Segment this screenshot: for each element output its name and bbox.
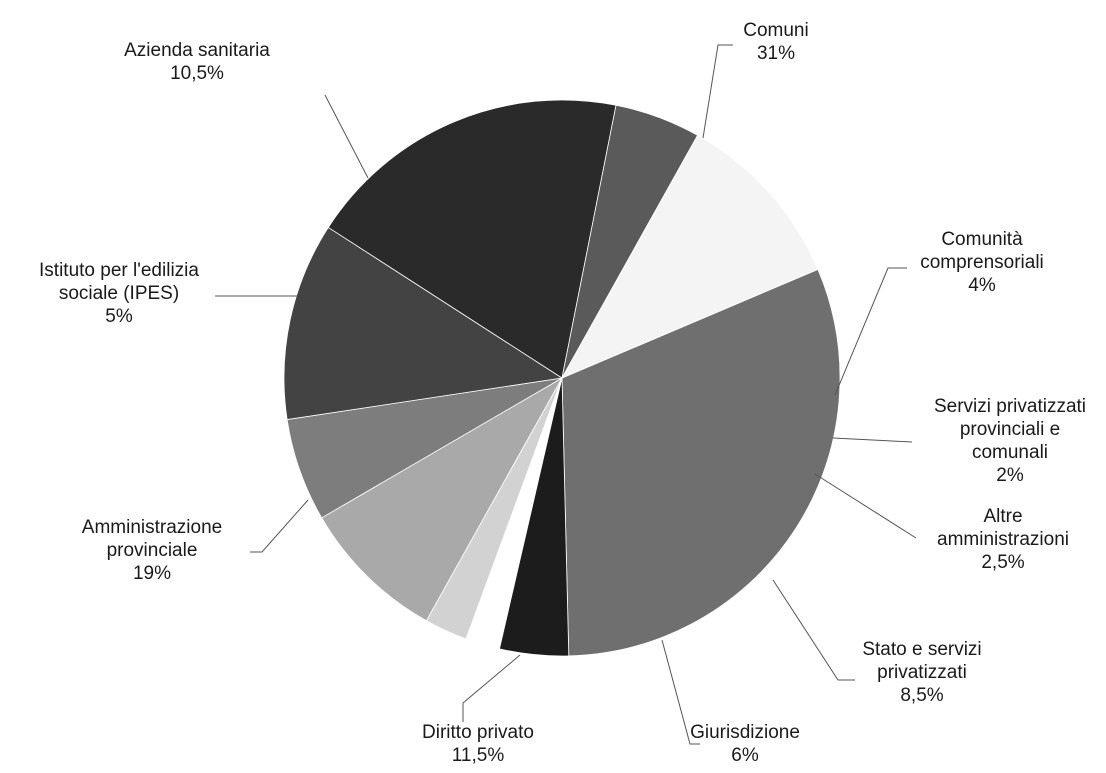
slice-name-label: provinciale: [107, 540, 198, 561]
slice-label-istituto-per-l-edilizia-sociale-ipes: Istituto per l'edilizia sociale (IPES) 5%: [39, 260, 199, 327]
leader-lines: [215, 44, 917, 745]
slice-value-label: 2,5%: [981, 552, 1024, 573]
leader-line-diritto-privato: [462, 654, 521, 722]
pie-slice-comunita-comprensoriali: [498, 377, 570, 657]
slice-name-label: Servizi privatizzati: [934, 396, 1086, 417]
slice-value-label: 10,5%: [170, 63, 224, 84]
leader-line-stato-e-servizi-privatizzati: [772, 579, 855, 681]
slice-value-label: 19%: [133, 563, 171, 584]
slice-name-label: Istituto per l'edilizia: [39, 260, 199, 281]
slice-name-label: Diritto privato: [422, 722, 534, 743]
pie-slices: [283, 99, 841, 663]
slice-name-label: sociale (IPES): [59, 283, 179, 304]
slice-label-giurisdizione: Giurisdizione 6%: [690, 722, 800, 766]
slice-value-label: 5%: [105, 306, 133, 327]
slice-name-label: provinciali e: [960, 419, 1060, 440]
slice-value-label: 11,5%: [452, 745, 505, 766]
slice-label-servizi-privatizzati-provinciali-e-comunali: Servizi privatizzati provinciali e comunal…: [934, 396, 1086, 486]
slice-name-label: Azienda sanitaria: [124, 40, 270, 61]
pie-slice-stato-e-servizi-privatizzati: [321, 376, 564, 622]
leader-line-amministrazione-provinciale: [250, 499, 309, 553]
leader-line-altre-amministrazioni: [814, 473, 917, 539]
slice-name-label: amministrazioni: [937, 529, 1069, 550]
leader-line-comuni: [702, 44, 733, 139]
slice-value-label: 31%: [757, 43, 795, 64]
slice-name-label: comprensoriali: [920, 252, 1044, 273]
slice-labels: Comuni 31% Comunità comprensoriali 4% Servizi…: [39, 20, 1086, 766]
slice-name-label: Comuni: [743, 20, 808, 41]
leader-line-giurisdizione: [661, 639, 700, 745]
slice-value-label: 2%: [996, 465, 1024, 486]
slice-label-comunita-comprensoriali: Comunità comprensoriali 4%: [920, 229, 1044, 296]
slice-value-label: 6%: [731, 745, 759, 766]
slice-name-label: Amministrazione: [82, 517, 222, 538]
slice-label-comuni: Comuni 31%: [743, 20, 808, 64]
pie-slice-servizi-privatizzati-provinciali-e-comunali: [461, 391, 559, 663]
slice-label-diritto-privato: Diritto privato 11,5%: [422, 722, 534, 766]
pie-slice-azienda-sanitaria: [561, 134, 819, 379]
pie-slice-amministrazione-provinciale: [327, 99, 617, 379]
pie-slice-diritto-privato: [283, 226, 564, 421]
slice-name-label: Comunità: [941, 229, 1023, 250]
slice-value-label: 8,5%: [900, 685, 943, 706]
slice-label-altre-amministrazioni: Altre amministrazioni 2,5%: [937, 506, 1069, 573]
leader-line-comunita-comprensoriali: [834, 267, 907, 396]
slice-label-amministrazione-provinciale: Amministrazione provinciale 19%: [82, 517, 222, 584]
slice-name-label: Altre: [983, 506, 1022, 527]
pie-slice-comuni: [561, 268, 841, 657]
slice-value-label: 4%: [968, 275, 996, 296]
slice-name-label: Stato e servizi: [862, 639, 981, 660]
slice-label-stato-e-servizi-privatizzati: Stato e servizi privatizzati 8,5%: [862, 639, 981, 706]
slice-name-label: Giurisdizione: [690, 722, 800, 743]
slice-label-azienda-sanitaria: Azienda sanitaria 10,5%: [124, 40, 270, 84]
leader-line-azienda-sanitaria: [324, 94, 369, 179]
slice-name-label: privatizzati: [877, 662, 967, 683]
leader-line-servizi-privatizzati-provinciali-e-comunali: [832, 437, 913, 443]
slice-name-label: comunali: [972, 442, 1048, 463]
